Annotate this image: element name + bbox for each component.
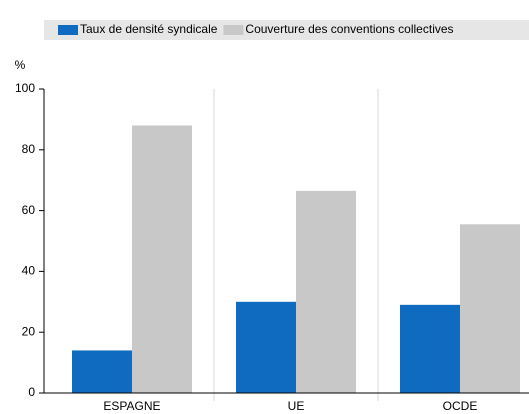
- bar: [236, 301, 296, 393]
- y-tick-label: 60: [22, 203, 36, 217]
- bar: [400, 304, 460, 393]
- y-tick-label: 40: [22, 264, 36, 278]
- x-tick-label: OCDE: [443, 399, 478, 413]
- x-tick-label: ESPAGNE: [103, 399, 160, 413]
- bar: [72, 350, 132, 393]
- legend-background: [44, 20, 529, 40]
- bar: [460, 224, 520, 393]
- y-tick-label: 100: [15, 81, 35, 95]
- y-axis-label: %: [15, 58, 26, 72]
- legend-label: Couverture des conventions collectives: [245, 22, 453, 36]
- legend-swatch: [58, 25, 78, 35]
- y-tick-label: 0: [28, 385, 35, 399]
- legend-swatch: [223, 25, 244, 35]
- y-tick-label: 80: [22, 142, 36, 156]
- y-tick-label: 20: [22, 324, 36, 338]
- bar: [132, 125, 192, 393]
- legend-label: Taux de densité syndicale: [80, 22, 218, 36]
- x-tick-label: UE: [288, 399, 305, 413]
- bar: [296, 190, 356, 393]
